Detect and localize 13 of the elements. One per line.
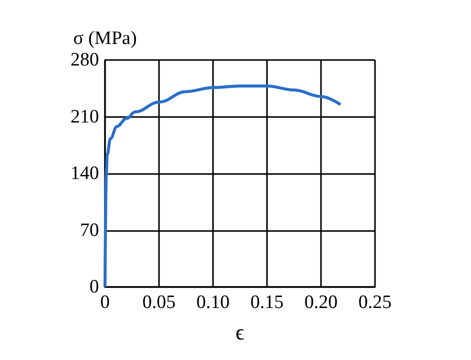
y-axis-title: σ (MPa): [73, 28, 137, 49]
y-tick-label: 280: [70, 50, 99, 70]
x-tick-label: 0.15: [250, 292, 284, 313]
x-tick-label: 0.10: [196, 292, 230, 313]
y-tick-label: 70: [80, 220, 99, 241]
y-tick-label: 210: [70, 106, 99, 128]
x-tick-label: 0.25: [358, 292, 392, 313]
x-tick-label: 0.05: [142, 292, 176, 313]
x-tick-label: 0.20: [304, 292, 338, 313]
x-axis-title: ϵ: [236, 320, 245, 344]
y-tick-label: 0: [90, 276, 99, 298]
y-tick-label: 140: [70, 163, 99, 184]
line-series: [104, 84, 342, 288]
